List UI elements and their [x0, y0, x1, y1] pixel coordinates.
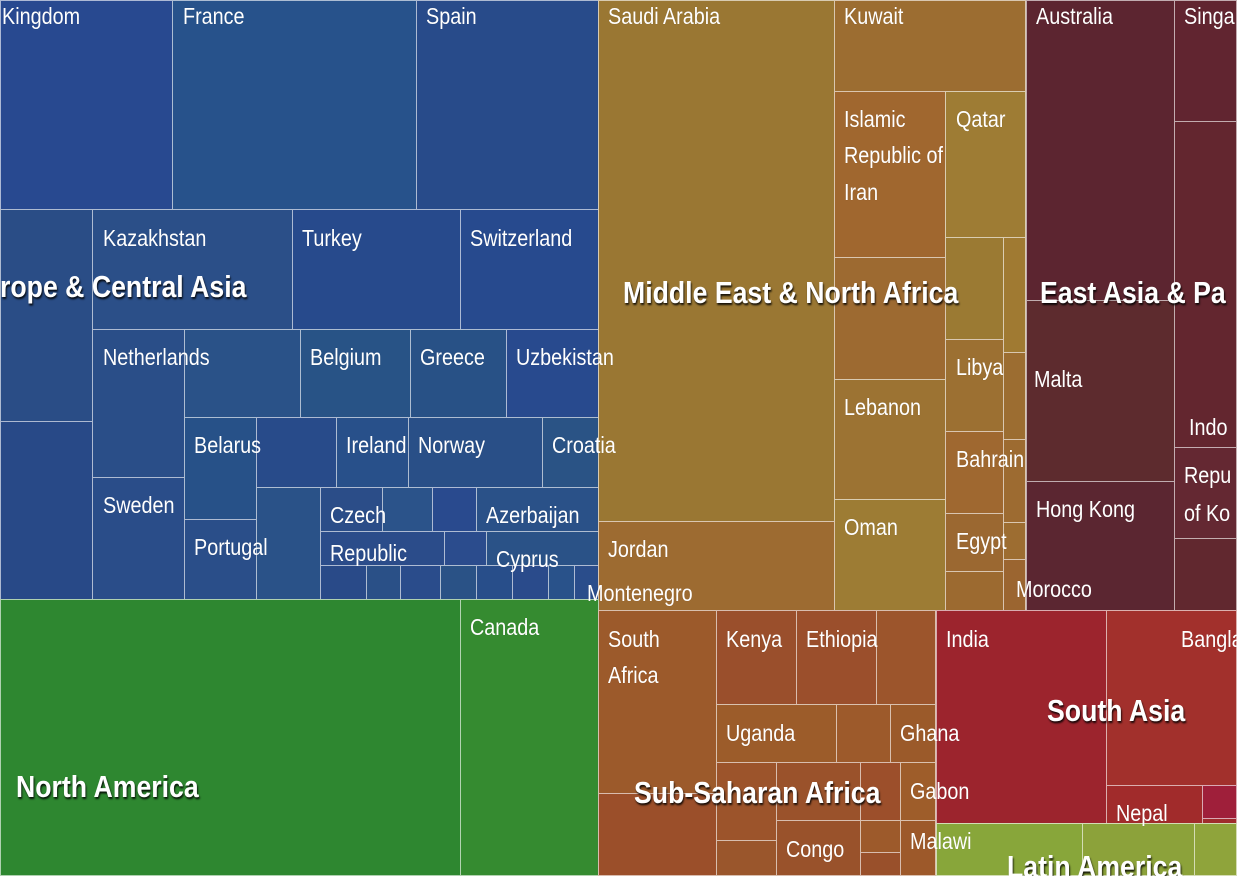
tile-kuwait: [834, 0, 1026, 92]
tile-malta: [1026, 300, 1175, 482]
tile-east-asia-x: [1174, 538, 1237, 611]
tile-smallgrid-g: [400, 565, 441, 600]
tile-mena-d: [1003, 352, 1026, 440]
tile-bangladesh: [1106, 610, 1237, 786]
tile-mena-b: [1003, 237, 1026, 353]
tile-bahrain: [945, 431, 1004, 514]
tile-norway: [408, 417, 543, 488]
tile-korea: [1174, 447, 1237, 539]
tile-smallgrid-e: [320, 565, 367, 600]
tile-republic: [320, 531, 445, 566]
tile-ssa-g: [860, 820, 901, 853]
tile-india: [936, 610, 1107, 824]
tile-azerbaijan: [476, 487, 599, 532]
tile-smallgrid-c: [432, 487, 477, 532]
tile-belarus-2: [256, 417, 337, 488]
tile-smallgrid-d: [444, 531, 487, 566]
tile-switzerland: [460, 209, 599, 330]
tile-kenya: [716, 610, 797, 705]
tile-smallgrid-i: [476, 565, 513, 600]
tile-canada: [460, 599, 599, 876]
tile-smallgrid-f: [366, 565, 401, 600]
tile-ghana: [890, 704, 936, 763]
tile-smallgrid-k: [548, 565, 575, 600]
tile-smallgrid-h: [440, 565, 477, 600]
tile-singapore: [1174, 0, 1237, 122]
tile-ssa-a: [876, 610, 936, 705]
tile-ssa-h: [860, 852, 901, 876]
tile-uganda: [716, 704, 837, 763]
tile-gabon: [900, 762, 936, 821]
tile-belgium: [300, 329, 411, 418]
tile-czech: [320, 487, 383, 532]
tile-mexico: [1082, 823, 1195, 876]
tile-indonesia: [1174, 121, 1237, 448]
tile-jordan: [598, 521, 835, 611]
tile-libya: [945, 339, 1004, 432]
tile-ssa-e: [776, 762, 861, 821]
tile-ssa-i: [716, 840, 777, 876]
tile-mena-c: [834, 257, 946, 380]
tile-mena-g: [945, 571, 1004, 611]
tile-nepal: [1106, 785, 1203, 824]
tile-cyprus: [486, 531, 599, 566]
tile-turkey: [292, 209, 461, 330]
tile-mena-e: [1003, 439, 1026, 523]
tile-congo: [776, 820, 861, 876]
tile-la-x: [1194, 823, 1237, 876]
tile-smallgrid-a: [256, 487, 321, 600]
tile-ssa-b: [836, 704, 891, 763]
tile-morocco: [1003, 559, 1026, 611]
tile-france: [172, 0, 417, 210]
tile-croatia: [542, 417, 599, 488]
tile-smallgrid-j: [512, 565, 549, 600]
tile-ethiopia: [796, 610, 877, 705]
tile-brazil: [936, 823, 1083, 876]
tile-kazakhstan: [92, 209, 293, 330]
tile-australia: [1026, 0, 1175, 301]
tile-poland: [0, 421, 93, 600]
tile-south-africa: [598, 610, 717, 794]
tile-netherlands-ext: [184, 329, 301, 418]
tile-malawi: [900, 820, 936, 876]
tile-netherlands: [92, 329, 185, 478]
tile-sa-x: [1202, 785, 1237, 819]
tile-greece: [410, 329, 507, 418]
tile-kingdom: [0, 0, 173, 210]
tile-ukraine: [0, 209, 93, 422]
tile-oman: [834, 499, 946, 611]
tile-smallgrid-b: [382, 487, 433, 532]
tile-sweden: [92, 477, 185, 600]
tile-belarus: [184, 417, 257, 520]
tile-hong-kong: [1026, 481, 1175, 611]
tile-ireland: [336, 417, 409, 488]
tile-mena-f: [1003, 522, 1026, 560]
tile-lebanon: [834, 379, 946, 500]
tile-spain: [416, 0, 599, 210]
tile-iran: [834, 91, 946, 258]
tile-mena-a: [945, 237, 1004, 340]
tile-ssa-f: [860, 762, 901, 821]
tile-ssa-c: [598, 793, 717, 876]
tile-uzbekistan: [506, 329, 599, 418]
tile-portugal: [184, 519, 257, 600]
tile-united-states: [0, 599, 461, 876]
tile-qatar: [945, 91, 1026, 238]
tile-saudi-arabia: [598, 0, 835, 522]
tile-smallgrid-l: [574, 565, 599, 600]
tile-egypt: [945, 513, 1004, 572]
